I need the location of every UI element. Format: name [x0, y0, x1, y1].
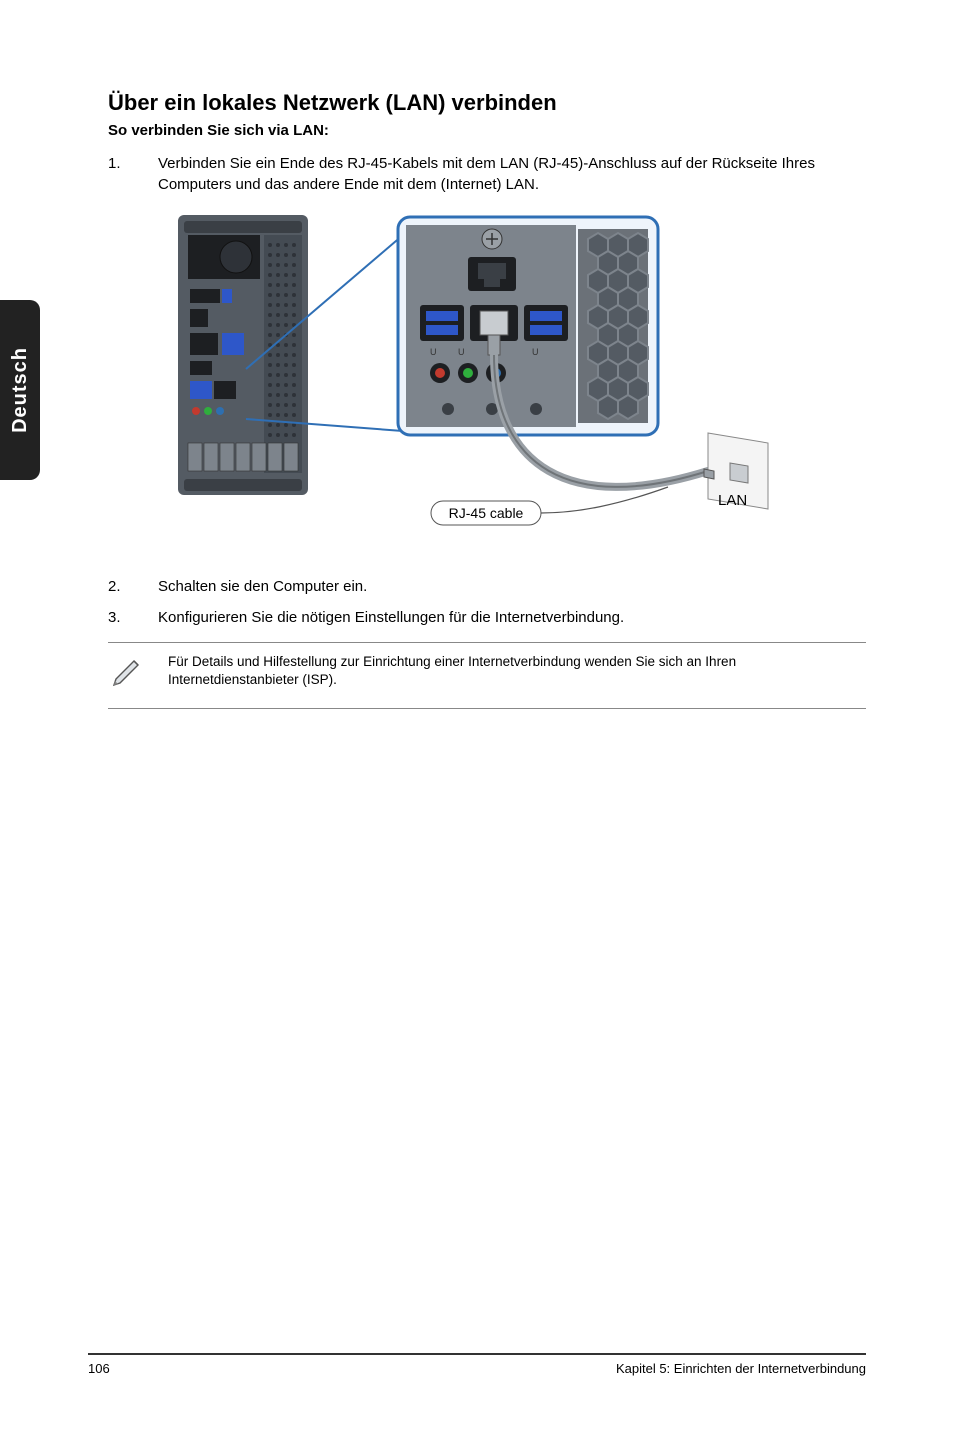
step-text: Schalten sie den Computer ein. — [158, 576, 367, 597]
step-number: 3. — [108, 607, 128, 628]
steps-list: 1. Verbinden Sie ein Ende des RJ-45-Kabe… — [108, 153, 866, 195]
psu-fan — [220, 241, 252, 273]
svg-text:U: U — [430, 347, 437, 357]
lan-port-icon — [468, 257, 516, 291]
steps-list-cont: 2. Schalten sie den Computer ein. 3. Kon… — [108, 576, 866, 628]
step-text: Konfigurieren Sie die nötigen Einstellun… — [158, 607, 624, 628]
lan-diagram-svg: U U U — [148, 205, 808, 545]
lan-label: LAN — [718, 492, 747, 509]
tower-bottom-trim — [184, 479, 302, 491]
page-footer: 106 Kapitel 5: Einrichten der Internetve… — [88, 1353, 866, 1376]
tower-top-trim — [184, 221, 302, 233]
svg-text:U: U — [458, 347, 465, 357]
language-tab: Deutsch — [0, 300, 40, 480]
lan-diagram: U U U — [148, 205, 866, 550]
zoom-panel: U U U — [398, 217, 658, 435]
section-heading: Über ein lokales Netzwerk (LAN) verbinde… — [108, 90, 866, 116]
note-box: Für Details und Hilfestellung zur Einric… — [108, 642, 866, 709]
diagram-labels: RJ-45 cable LAN — [431, 487, 747, 525]
vent-mesh — [264, 235, 302, 473]
language-label: Deutsch — [9, 347, 32, 433]
page-number: 106 — [88, 1361, 110, 1376]
section-subheading: So verbinden Sie sich via LAN: — [108, 122, 866, 139]
page: Deutsch Über ein lokales Netzwerk (LAN) … — [0, 0, 954, 1438]
step-number: 1. — [108, 153, 128, 195]
svg-text:U: U — [532, 347, 539, 357]
cable-label: RJ-45 cable — [449, 505, 524, 521]
step-item: 3. Konfigurieren Sie die nötigen Einstel… — [108, 607, 866, 628]
screw-icon — [442, 403, 454, 415]
step-item: 2. Schalten sie den Computer ein. — [108, 576, 866, 597]
step-item: 1. Verbinden Sie ein Ende des RJ-45-Kabe… — [108, 153, 866, 195]
expansion-slots — [188, 443, 298, 471]
step-text: Verbinden Sie ein Ende des RJ-45-Kabels … — [158, 153, 866, 195]
chapter-label: Kapitel 5: Einrichten der Internetverbin… — [616, 1361, 866, 1376]
pencil-note-icon — [108, 653, 146, 696]
step-number: 2. — [108, 576, 128, 597]
note-text: Für Details und Hilfestellung zur Einric… — [168, 653, 866, 689]
screw-icon — [530, 403, 542, 415]
